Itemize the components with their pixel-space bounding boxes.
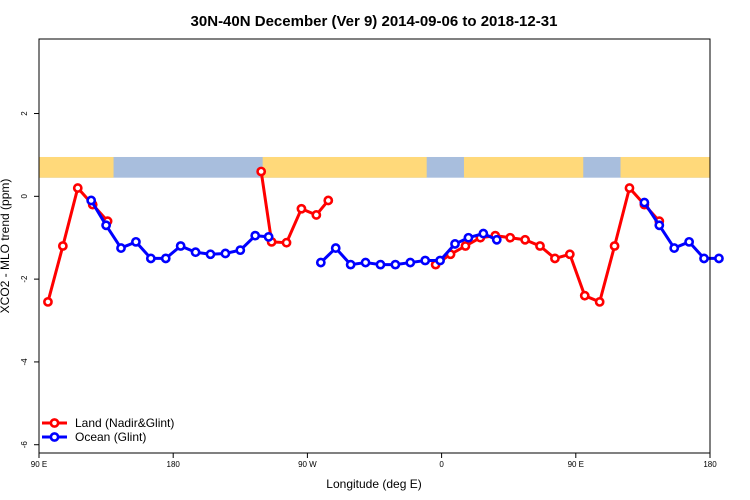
data-point [101, 220, 111, 231]
data-point [72, 183, 83, 193]
series-line [434, 186, 661, 304]
data-point [435, 255, 446, 266]
y-axis-label: XCO2 - MLO trend (ppm) [0, 179, 12, 314]
data-point [460, 241, 471, 251]
data-point [256, 166, 267, 177]
x-tick-label: 90 W [298, 460, 317, 469]
y-tick-label: -6 [20, 441, 29, 449]
y-tick-label: 0 [20, 194, 29, 199]
data-point [323, 195, 334, 206]
data-point [405, 257, 416, 268]
data-point [281, 237, 292, 248]
data-point [699, 253, 709, 264]
data-point [220, 248, 231, 259]
data-point [654, 220, 665, 231]
x-axis-label: Longitude (deg E) [326, 477, 421, 491]
data-point [639, 197, 650, 208]
data-point [345, 259, 356, 270]
data-point [520, 234, 531, 245]
data-point [190, 247, 201, 258]
series-line [259, 171, 330, 245]
data-point [160, 253, 171, 264]
x-axis: 90 E 180 90 W 0 90 E 180 [31, 453, 717, 469]
map-land [262, 156, 427, 178]
data-point [116, 243, 126, 253]
x-tick-label: 0 [439, 460, 444, 469]
x-tick-label: 180 [703, 460, 717, 469]
data-point [478, 228, 489, 239]
legend-label: Ocean (Glint) [75, 430, 146, 444]
series-line [643, 201, 719, 260]
data-point [564, 249, 575, 260]
data-point [330, 243, 341, 253]
legend-marker [49, 418, 60, 428]
data-point [550, 253, 560, 264]
data-point [505, 232, 516, 243]
data-point [714, 253, 724, 264]
series-ocean [86, 195, 724, 270]
y-tick-label: -4 [20, 358, 29, 366]
data-point [86, 195, 97, 206]
data-point [420, 255, 431, 266]
map-land [39, 156, 114, 178]
data-point [263, 231, 274, 242]
y-tick-label: 2 [20, 111, 29, 116]
data-point [57, 241, 68, 251]
x-tick-label: 90 E [31, 460, 47, 469]
data-point [205, 249, 216, 260]
data-point [131, 236, 141, 247]
legend: Land (Nadir&Glint)Ocean (Glint) [42, 416, 174, 444]
data-point [684, 236, 695, 247]
data-point [315, 257, 326, 268]
series-line [46, 186, 109, 303]
data-point [450, 239, 460, 249]
data-point [145, 253, 156, 264]
data-point [624, 183, 635, 193]
data-point [463, 232, 474, 243]
data-point [491, 234, 502, 245]
legend-label: Land (Nadir&Glint) [75, 416, 174, 430]
data-point [375, 259, 386, 270]
legend-marker [49, 432, 60, 442]
x-tick-label: 90 E [568, 460, 584, 469]
series-land [43, 166, 665, 307]
series-layer [43, 166, 724, 307]
data-point [250, 230, 261, 241]
data-point [235, 245, 246, 256]
data-point [43, 296, 53, 307]
map-strip [39, 156, 710, 178]
plot-frame [38, 38, 711, 454]
y-axis: -6 -4 -2 0 2 [20, 111, 39, 449]
chart-title: 30N-40N December (Ver 9) 2014-09-06 to 2… [191, 13, 558, 30]
data-point [535, 241, 545, 251]
y-tick-label: -2 [20, 275, 29, 283]
data-point [390, 259, 401, 270]
data-point [360, 257, 371, 268]
data-point [579, 290, 590, 301]
data-point [609, 241, 620, 251]
data-point [669, 243, 680, 253]
data-point [175, 241, 186, 251]
map-land [463, 156, 584, 178]
data-point [594, 296, 605, 307]
data-point [296, 203, 307, 214]
data-point [311, 210, 322, 220]
map-land [620, 156, 710, 178]
x-tick-label: 180 [167, 460, 181, 469]
